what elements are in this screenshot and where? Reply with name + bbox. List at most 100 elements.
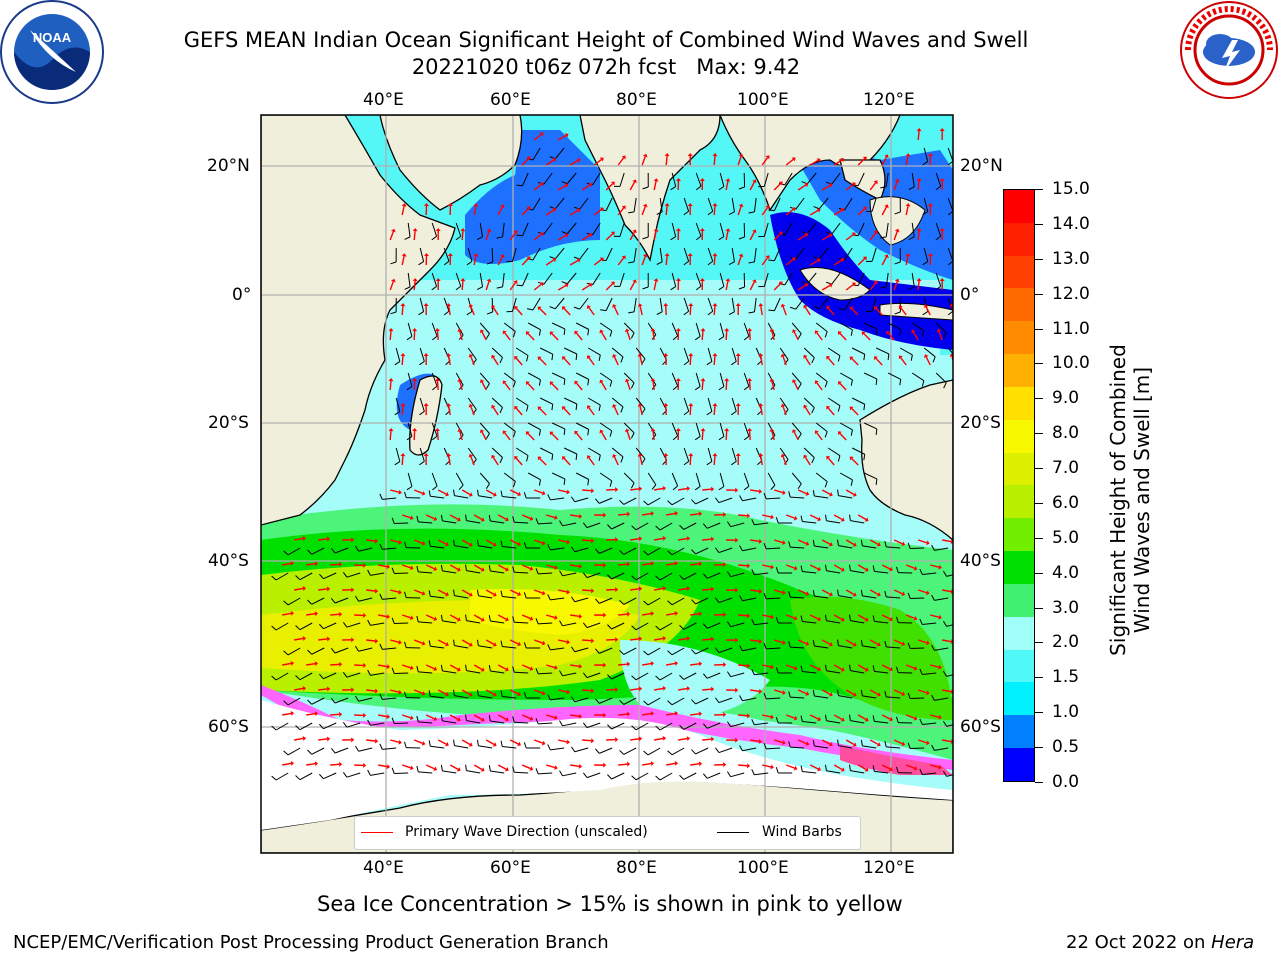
- wave-direction-arrowhead: [517, 491, 521, 497]
- wind-barb: [538, 572, 553, 575]
- wind-barb: [611, 447, 624, 458]
- wind-barb: [515, 347, 529, 356]
- wave-direction-arrow: [702, 688, 712, 691]
- wind-barb: [566, 222, 577, 235]
- wave-direction-arrowhead: [905, 153, 911, 157]
- wave-direction-arrow: [930, 614, 940, 618]
- wind-barb: [346, 772, 361, 778]
- wave-direction-arrow: [845, 233, 854, 241]
- wind-barb: [730, 722, 745, 728]
- wave-direction-arrow: [330, 663, 340, 666]
- wave-direction-arrow: [738, 764, 748, 767]
- wind-barb: [543, 272, 553, 285]
- wave-direction-arrowhead: [480, 667, 485, 672]
- wave-direction-arrow: [389, 430, 392, 441]
- colorbar-segment: [1004, 288, 1034, 322]
- wave-direction-arrowhead: [916, 178, 922, 182]
- wind-barb-flag: [496, 236, 503, 239]
- wave-direction-arrowhead: [949, 353, 953, 357]
- lat-label-right-40s: 40°S: [960, 551, 1001, 571]
- wind-barb-flag: [813, 256, 820, 260]
- wave-direction-arrowhead: [816, 158, 821, 163]
- wind-barb-flag: [499, 407, 503, 414]
- wave-direction-arrowhead: [434, 328, 440, 332]
- wind-barb: [619, 222, 625, 237]
- wave-direction-arrowhead: [339, 561, 343, 567]
- wave-direction-arrow: [925, 356, 931, 366]
- wind-barb: [635, 572, 649, 581]
- wind-barb: [287, 697, 301, 706]
- wave-direction-arrowhead: [664, 153, 670, 157]
- wave-direction-arrowhead: [758, 303, 764, 307]
- wind-barb-flag: [620, 406, 624, 413]
- colorbar-segment: [1004, 222, 1034, 256]
- wind-barb-flag: [921, 380, 925, 387]
- wind-barb-flag: [307, 549, 313, 555]
- wave-direction-arrowhead: [517, 741, 521, 747]
- wave-direction-arrow: [809, 209, 819, 216]
- wave-direction-arrowhead: [290, 560, 295, 566]
- wind-barb: [454, 745, 469, 749]
- wave-direction-arrowhead: [492, 592, 497, 597]
- wind-barb: [874, 720, 889, 724]
- wave-direction-arrowhead: [433, 766, 438, 772]
- wind-barb-flag: [728, 261, 735, 266]
- wind-barb-flag: [465, 664, 467, 671]
- wind-barb: [551, 472, 566, 480]
- wave-direction-arrow: [737, 156, 742, 166]
- wave-direction-arrowhead: [603, 512, 607, 518]
- wind-barb: [719, 372, 725, 387]
- wind-barb-flag: [655, 775, 661, 781]
- wind-barb-flag: [547, 644, 551, 651]
- wind-barb: [730, 772, 745, 778]
- wind-barb: [611, 672, 625, 680]
- wave-direction-arrowhead: [363, 562, 367, 568]
- wind-barb-flag: [594, 648, 600, 654]
- wind-barb: [795, 297, 805, 310]
- wind-barb-flag: [702, 773, 708, 779]
- wind-barb: [431, 422, 438, 437]
- wave-direction-arrow: [390, 739, 400, 743]
- wind-barb-flag: [512, 666, 515, 673]
- wind-barb: [514, 521, 529, 524]
- wave-direction-arrowhead: [913, 665, 918, 671]
- wind-barb: [554, 147, 565, 160]
- wave-direction-arrowhead: [828, 542, 833, 547]
- wind-barb-flag: [594, 698, 600, 704]
- wind-barb-flag: [743, 335, 750, 341]
- wind-barb: [754, 522, 769, 526]
- wave-direction-arrow: [773, 689, 784, 694]
- wind-barb-flag: [763, 693, 767, 700]
- wave-direction-arrowhead: [445, 741, 449, 747]
- wind-barb-flag: [800, 665, 803, 672]
- wind-barb-flag: [570, 596, 576, 603]
- wind-barb: [683, 672, 697, 680]
- wind-barb-flag: [499, 457, 503, 464]
- wind-barb: [766, 497, 781, 500]
- wave-direction-arrowhead: [758, 538, 763, 544]
- wave-direction-arrowhead: [541, 690, 546, 696]
- wave-direction-arrow: [665, 205, 668, 216]
- wind-barb: [815, 322, 828, 333]
- wave-direction-arrow: [618, 563, 628, 566]
- wave-direction-arrowhead: [837, 381, 842, 386]
- wind-barb-flag: [628, 261, 635, 264]
- wind-barb-flag: [683, 410, 690, 416]
- wave-direction-arrowhead: [564, 233, 569, 238]
- wind-barb: [311, 647, 325, 655]
- wind-barb: [619, 172, 625, 187]
- wind-barb: [802, 521, 817, 524]
- wind-barb-flag: [955, 747, 959, 752]
- wave-direction-arrow: [509, 489, 519, 495]
- wave-direction-arrowhead: [529, 516, 534, 521]
- wind-barb-flag: [880, 286, 887, 289]
- wind-barb: [818, 197, 829, 210]
- wind-barb: [647, 747, 661, 756]
- wind-barb-flag: [751, 569, 755, 575]
- wind-barb: [358, 547, 373, 552]
- wind-barb-flag: [406, 336, 413, 341]
- wind-barb: [503, 322, 516, 332]
- wind-barb: [407, 222, 411, 237]
- wind-barb: [871, 247, 877, 262]
- wind-barb-flag: [849, 714, 851, 721]
